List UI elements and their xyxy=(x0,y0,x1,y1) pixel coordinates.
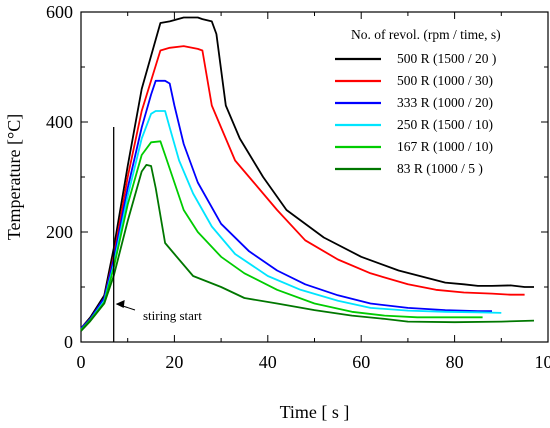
axes: 0 20 40 60 80 100 0 200 400 600 xyxy=(46,2,550,372)
x-tick-label: 20 xyxy=(165,352,183,372)
series-line-1 xyxy=(80,16,534,329)
series-line-4 xyxy=(80,110,502,331)
x-tick-label: 100 xyxy=(535,352,550,372)
annotations: stiring start xyxy=(113,127,202,342)
series-line-2 xyxy=(80,45,525,329)
x-axis-title: Time [ s ] xyxy=(280,402,350,422)
stirring-start-label: stiring start xyxy=(143,308,202,323)
legend-label-4: 250 R (1500 / 10) xyxy=(397,117,493,132)
series-line-5 xyxy=(80,140,483,331)
x-tick-label: 0 xyxy=(77,352,86,372)
series-line-6 xyxy=(80,163,535,332)
y-tick-label: 200 xyxy=(46,222,73,242)
x-tick-label: 40 xyxy=(259,352,277,372)
legend: No. of revol. (rpm / time, s) 500 R (150… xyxy=(335,27,501,176)
y-tick-label: 400 xyxy=(46,112,73,132)
series-line-3 xyxy=(80,79,492,329)
y-tick-label: 0 xyxy=(64,332,73,352)
x-tick-label: 60 xyxy=(352,352,370,372)
stirring-start-arrowhead xyxy=(115,300,125,308)
series-lines xyxy=(80,16,535,332)
y-tick-label: 600 xyxy=(46,2,73,22)
legend-label-1: 500 R (1500 / 20 ) xyxy=(397,51,496,66)
legend-title: No. of revol. (rpm / time, s) xyxy=(351,27,501,42)
legend-label-3: 333 R (1000 / 20) xyxy=(397,95,493,110)
legend-label-6: 83 R (1000 / 5 ) xyxy=(397,161,483,176)
x-tick-label: 80 xyxy=(446,352,464,372)
legend-label-2: 500 R (1000 / 30) xyxy=(397,73,493,88)
legend-label-5: 167 R (1000 / 10) xyxy=(397,139,493,154)
y-axis-title: Temperature [°C] xyxy=(4,114,24,240)
